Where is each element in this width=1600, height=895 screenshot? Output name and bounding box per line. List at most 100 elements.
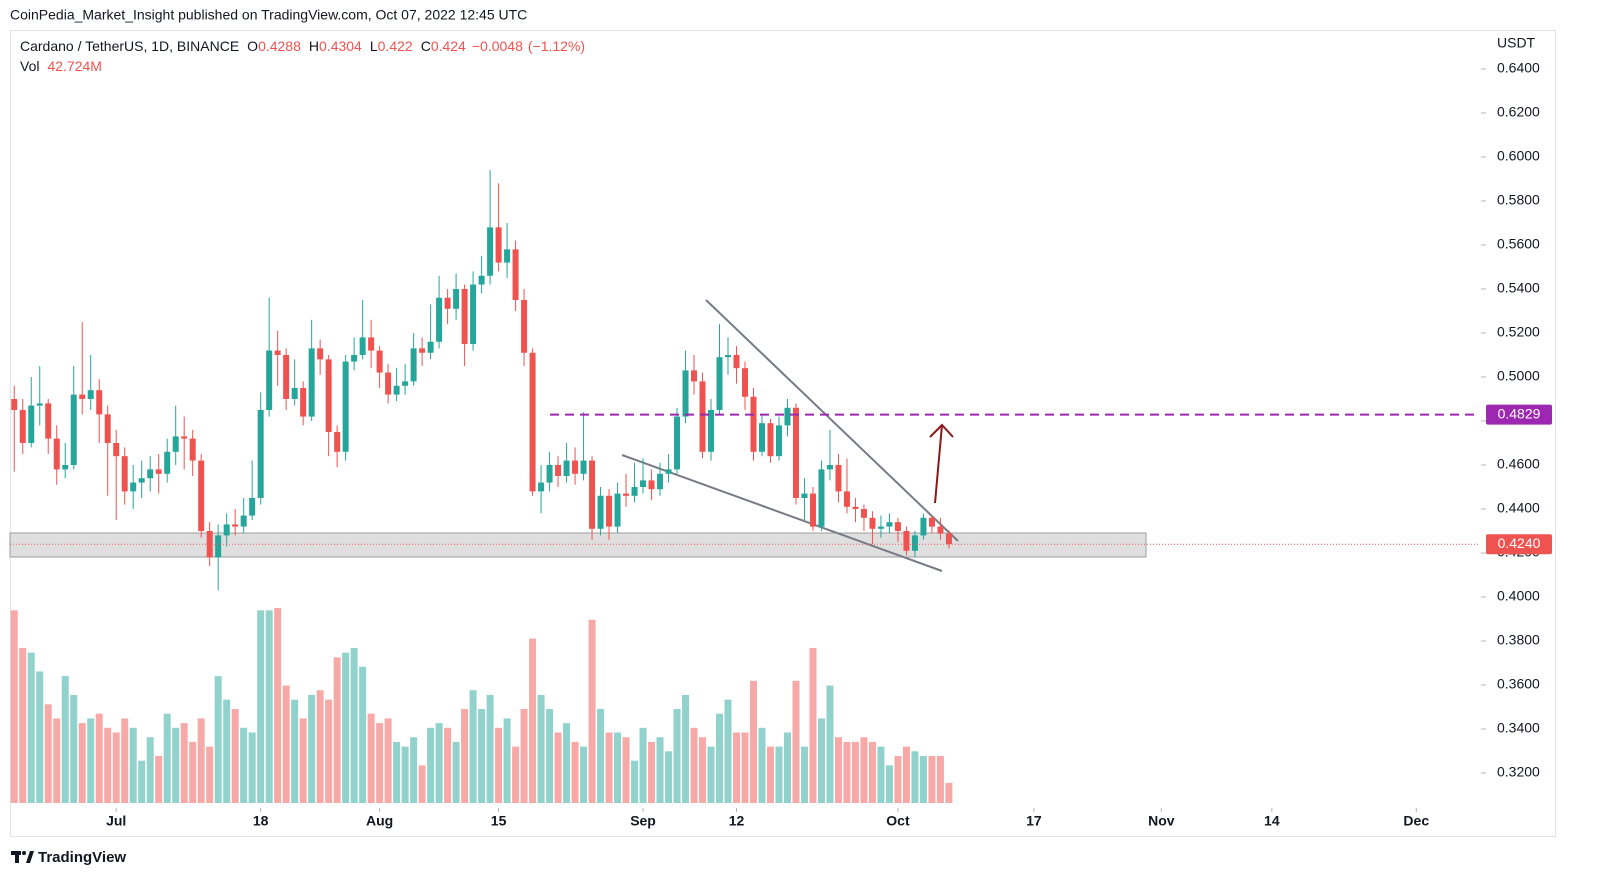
volume-bar — [206, 746, 214, 803]
volume-bar — [673, 709, 681, 803]
candle-body — [835, 464, 842, 492]
candle-body — [121, 456, 128, 492]
volume-bar — [707, 746, 715, 803]
volume-bar — [902, 746, 910, 803]
candle-body — [478, 275, 485, 285]
volume-bar — [316, 690, 324, 803]
volume-bar — [325, 699, 333, 803]
candle-body — [368, 337, 375, 351]
y-tick-label: 0.5400 — [1497, 280, 1540, 296]
candle-body — [801, 493, 808, 498]
volume-bar — [376, 723, 384, 803]
candle-body — [130, 482, 137, 492]
y-tick-label: 0.5200 — [1497, 324, 1540, 340]
candle-body — [614, 493, 621, 527]
y-tick-label: 0.6200 — [1497, 104, 1540, 120]
candle-body — [521, 299, 528, 353]
candle-body — [563, 460, 570, 476]
y-tick-label: 0.4600 — [1497, 456, 1540, 472]
candle-body — [427, 341, 434, 353]
candle-body — [843, 491, 850, 507]
volume-bar — [537, 694, 545, 803]
volume-bar — [749, 680, 757, 803]
y-tick-label: 0.5800 — [1497, 192, 1540, 208]
candle-body — [733, 354, 740, 369]
volume-bar — [146, 737, 154, 803]
candle-body — [809, 493, 816, 527]
volume-bar — [248, 732, 256, 803]
volume-bar — [648, 741, 656, 803]
candle-body — [181, 436, 188, 439]
candle-body — [342, 361, 349, 452]
x-tick-label: Jul — [106, 813, 126, 829]
x-tick-label: Nov — [1148, 813, 1175, 829]
volume-bar — [741, 732, 749, 803]
volume-bar — [877, 746, 885, 803]
volume-legend-title: Vol — [20, 58, 39, 74]
candle-body — [920, 517, 927, 536]
candle-body — [113, 442, 120, 457]
candle-body — [665, 469, 672, 474]
volume-bar — [78, 723, 86, 803]
volume-bar — [308, 694, 316, 803]
candle-body — [487, 227, 494, 276]
legend-value: 0.4288 — [258, 38, 301, 54]
volume-bar — [503, 718, 511, 803]
wedge-lower-line — [621, 454, 943, 572]
volume-bar — [27, 652, 35, 803]
candle-body — [623, 493, 630, 496]
candle-body — [860, 508, 867, 518]
volume-bar — [44, 704, 52, 803]
volume-bar — [834, 737, 842, 803]
volume-bar — [452, 741, 460, 803]
volume-bar — [631, 760, 639, 803]
volume-bar — [639, 727, 647, 803]
volume-bar — [495, 727, 503, 803]
volume-bar — [554, 732, 562, 803]
candle-body — [385, 372, 392, 395]
candle-body — [291, 387, 298, 399]
y-tick-label: 0.4400 — [1497, 500, 1540, 516]
candle-body — [164, 451, 171, 474]
candle-body — [894, 522, 901, 531]
candle-body — [317, 348, 324, 360]
y-unit: USDT — [1497, 35, 1536, 51]
candle-body — [538, 482, 545, 492]
volume-bar — [104, 727, 112, 803]
volume-legend-value: 42.724M — [47, 58, 101, 74]
volume-bar — [614, 732, 622, 803]
candle-body — [589, 460, 596, 529]
candle-body — [682, 370, 689, 417]
volume-bar — [588, 619, 596, 803]
candle-body — [708, 409, 715, 452]
candle-body — [784, 407, 791, 426]
volume-bar — [546, 709, 554, 803]
candle-body — [512, 249, 519, 300]
candle-body — [631, 486, 638, 496]
candle-body — [189, 438, 196, 461]
candle-body — [172, 436, 179, 452]
x-tick-label: Aug — [366, 813, 393, 829]
candle-body — [138, 478, 145, 483]
candle-body — [546, 464, 553, 483]
volume-bar — [571, 741, 579, 803]
candle-body — [359, 337, 366, 355]
candle-body — [19, 409, 26, 443]
candle-body — [928, 517, 935, 527]
x-tick-label: 17 — [1026, 813, 1042, 829]
candle-body — [206, 530, 213, 558]
volume-bar — [53, 718, 61, 803]
breakout-arrow — [929, 423, 954, 504]
volume-bar — [10, 610, 18, 803]
candle-body — [461, 288, 468, 344]
x-tick-label: Dec — [1403, 813, 1429, 829]
candle-body — [376, 350, 383, 373]
volume-bar — [299, 718, 307, 803]
candle-body — [529, 352, 536, 492]
candle-body — [223, 524, 230, 536]
published-note: CoinPedia_Market_Insight published on Tr… — [10, 7, 527, 23]
last-price-tag — [1486, 534, 1552, 555]
candle-body — [79, 394, 86, 399]
volume-bar — [138, 760, 146, 803]
